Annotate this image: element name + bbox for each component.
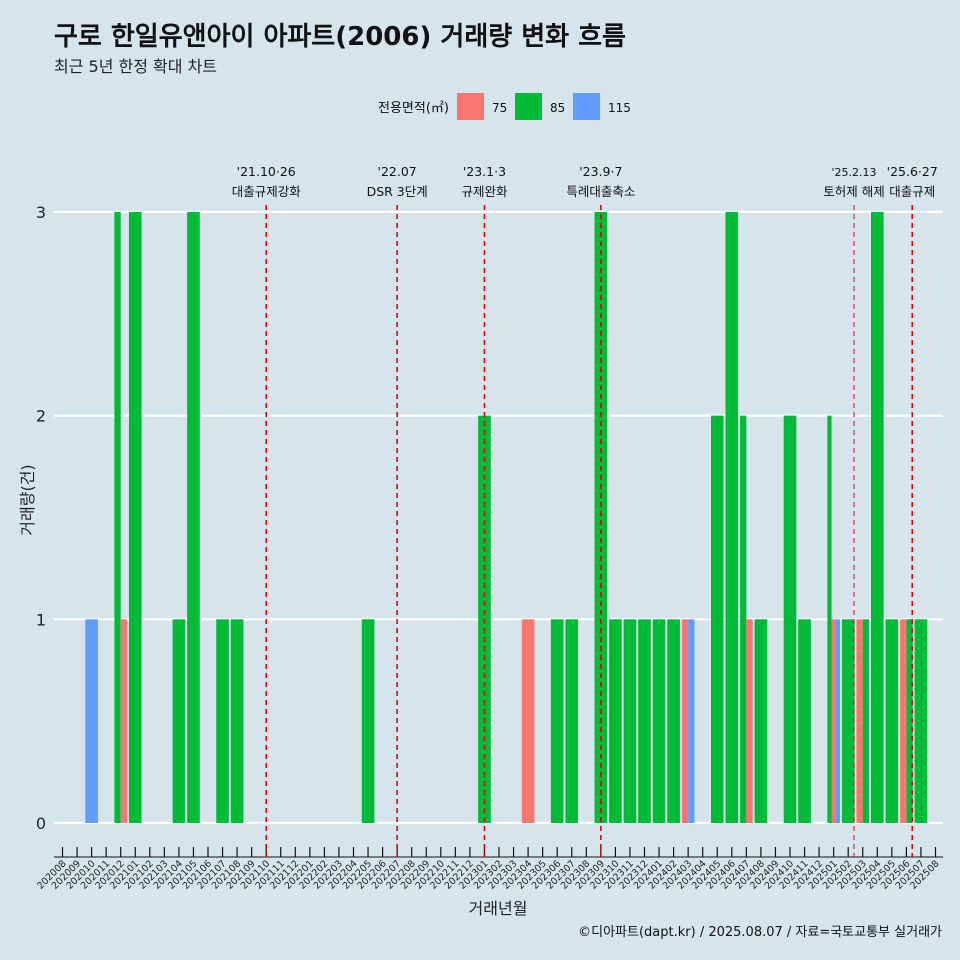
bar-202506-85: [906, 619, 913, 823]
bar-202507-85: [914, 619, 928, 823]
bar-202402-85: [667, 619, 680, 823]
event-date-label: '25.6·27: [887, 164, 938, 179]
y-tick-label: 0: [36, 814, 46, 833]
bar-202503-75: [856, 619, 863, 823]
bar-202501-75: [831, 619, 836, 823]
bar-202310-85: [609, 619, 622, 823]
legend-label-115: 115: [608, 101, 631, 115]
event-date-label: '25.2.13: [832, 166, 877, 179]
event-date-label: '23.9·7: [579, 164, 622, 179]
bar-202312-85: [638, 619, 651, 823]
y-tick-label: 2: [36, 407, 46, 426]
legend-title: 전용면적(㎡): [378, 101, 449, 116]
event-date-label: '21.10·26: [237, 164, 296, 179]
bar-202012-85: [114, 211, 121, 823]
legend-swatch-115: [573, 93, 600, 120]
y-tick-label: 1: [36, 610, 46, 629]
bar-202306-85: [550, 619, 564, 823]
event-date-label: '23.1·3: [463, 164, 506, 179]
event-name-label: 특례대출축소: [566, 184, 635, 199]
event-name-label: DSR 3단계: [367, 184, 428, 199]
bar-202205-85: [361, 619, 375, 823]
bar-202501-115: [835, 619, 840, 823]
y-axis-title: 거래량(건): [18, 464, 37, 535]
chart-subtitle: 최근 5년 한정 확대 차트: [54, 57, 218, 76]
bar-202012-75: [120, 619, 127, 823]
bar-202307-85: [565, 619, 579, 823]
bar-202403-75: [681, 619, 689, 823]
bar-202505-85: [885, 619, 899, 823]
bar-202410-85: [783, 415, 797, 823]
bar-202407-75: [746, 619, 753, 823]
bar-202311-85: [623, 619, 637, 823]
bar-202506-75: [900, 619, 907, 823]
event-name-label: 토허제 해제: [823, 184, 884, 199]
y-tick-label: 3: [36, 203, 46, 222]
bar-202405-85: [710, 415, 724, 823]
legend-label-75: 75: [492, 101, 507, 115]
legend-swatch-75: [457, 93, 484, 120]
bar-202101-85: [128, 211, 142, 823]
bar-202503-85: [862, 619, 870, 823]
bar-202309-85: [594, 211, 608, 823]
legend-label-85: 85: [550, 101, 565, 115]
event-name-label: 대출규제: [889, 184, 935, 199]
bar-202403-115: [688, 619, 695, 823]
event-name-label: 대출규제강화: [232, 184, 302, 199]
bar-202108-85: [230, 619, 244, 823]
bar-202502-85: [841, 619, 855, 823]
bar-202408-85: [754, 619, 768, 823]
bar-202104-85: [172, 619, 186, 823]
bar-202501-85: [827, 415, 832, 823]
bar-202010-115: [85, 619, 98, 823]
bar-202406-85: [725, 211, 739, 823]
event-date-label: '22.07: [378, 164, 417, 179]
bar-202105-85: [187, 211, 200, 823]
chart-title: 구로 한일유앤아이 아파트(2006) 거래량 변화 흐름: [54, 22, 626, 52]
bar-202107-85: [216, 619, 229, 823]
x-axis-title: 거래년월: [469, 899, 528, 918]
bar-202304-75: [521, 619, 535, 823]
event-name-label: 규제완화: [461, 184, 508, 199]
legend-swatch-85: [515, 93, 542, 120]
bar-202411-85: [798, 619, 811, 823]
bar-202407-85: [740, 415, 747, 823]
bar-202401-85: [652, 619, 666, 823]
source-caption: ©디아파트(dapt.kr) / 2025.08.07 / 자료=국토교통부 실…: [578, 925, 942, 940]
bar-202504-85: [871, 211, 884, 823]
